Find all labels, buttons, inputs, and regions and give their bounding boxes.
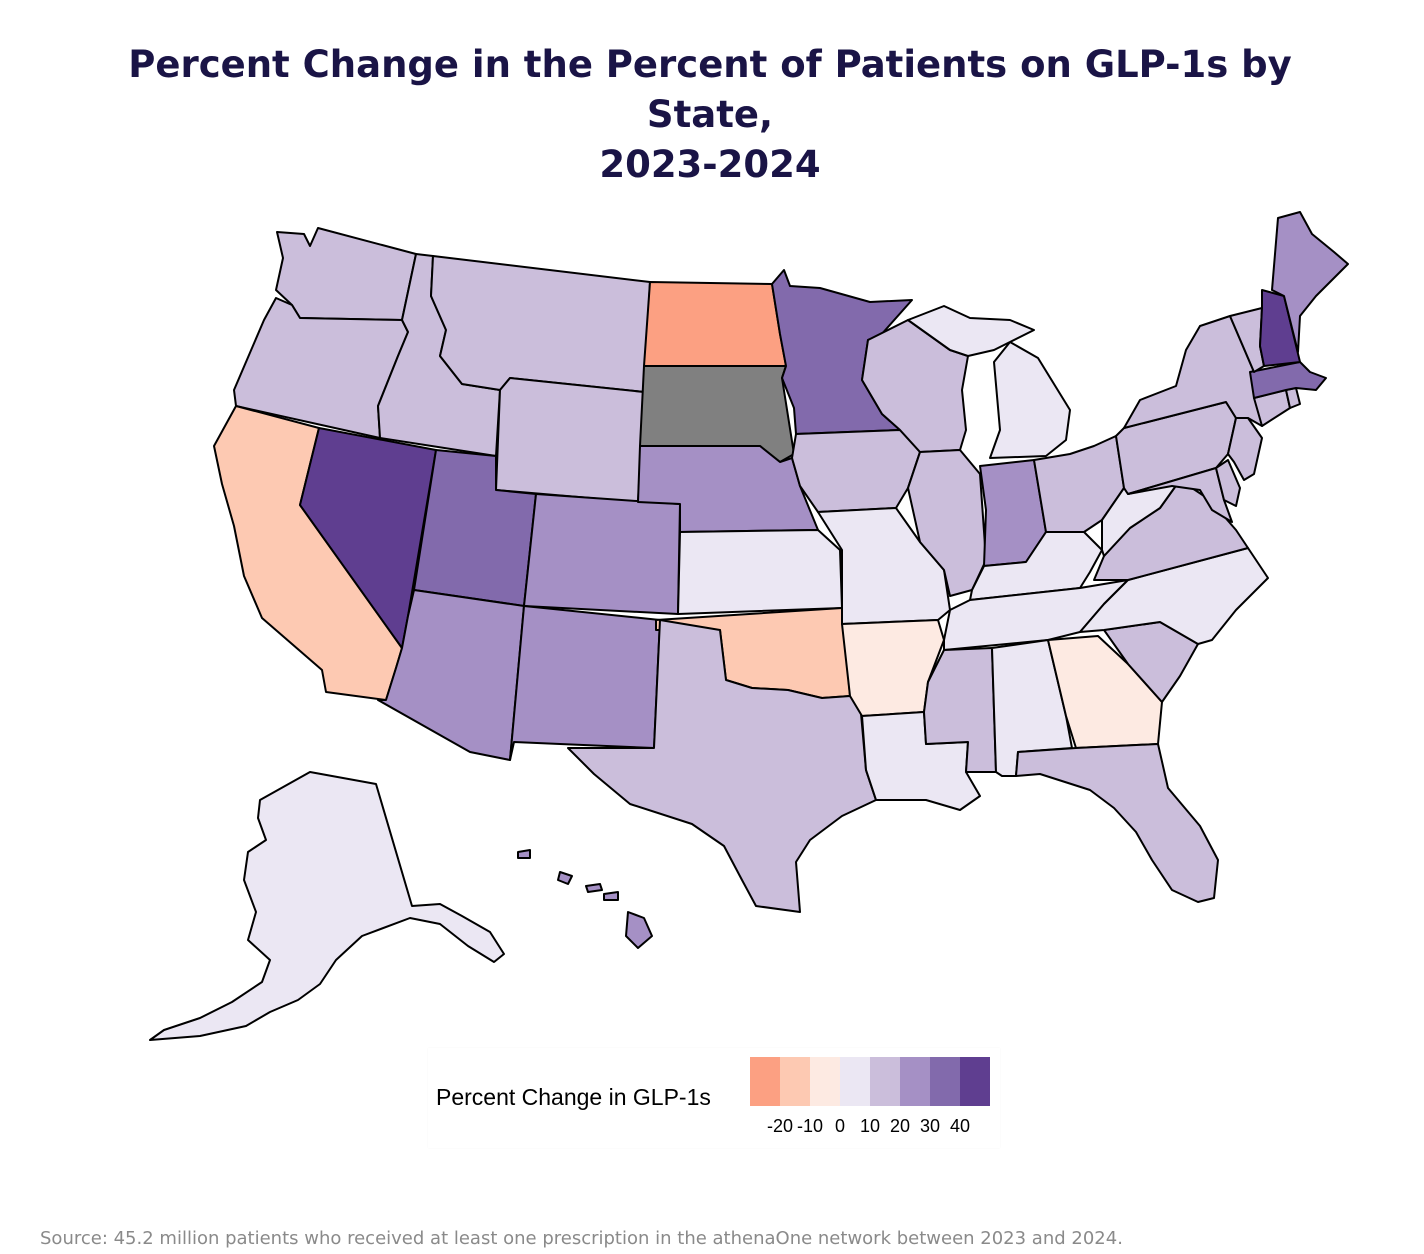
source-note: Source: 45.2 million patients who receiv…: [40, 1228, 1123, 1249]
state-north-dakota: [643, 281, 787, 367]
legend-tick-label: 40: [949, 1116, 971, 1136]
legend-tick-label: -10: [796, 1116, 824, 1136]
state-hawaii: [557, 871, 573, 885]
state-delaware: [1215, 459, 1241, 507]
state-new-jersey: [1227, 417, 1263, 481]
state-florida: [1015, 743, 1219, 903]
legend-title: Percent Change in GLP-1s: [436, 1084, 711, 1110]
legend-swatch: [840, 1057, 870, 1106]
legend-tick-label: 30: [919, 1116, 941, 1136]
legend-tick-label: 20: [889, 1116, 911, 1136]
legend-swatch: [870, 1057, 900, 1106]
state-iowa: [791, 429, 921, 513]
state-illinois: [907, 449, 987, 597]
legend-swatch: [750, 1057, 780, 1106]
legend-swatches: [750, 1057, 990, 1106]
chart-title-line-1: Percent Change in the Percent of Patient…: [128, 43, 1292, 136]
legend-swatch: [810, 1057, 840, 1106]
state-hawaii: [585, 883, 603, 893]
legend-swatch: [780, 1057, 810, 1106]
legend-swatch: [960, 1057, 990, 1106]
state-kentucky: [969, 531, 1103, 601]
state-nebraska: [637, 445, 819, 533]
legend-swatch: [900, 1057, 930, 1106]
chart-title: Percent Change in the Percent of Patient…: [60, 40, 1360, 190]
state-alaska: [149, 771, 505, 1041]
state-texas: [567, 619, 877, 913]
legend-tick-label: 10: [859, 1116, 881, 1136]
legend-tick-label: 0: [834, 1116, 846, 1136]
state-hawaii: [517, 849, 531, 859]
state-colorado: [523, 493, 681, 615]
state-massachusetts: [1249, 361, 1327, 399]
state-hawaii: [625, 911, 653, 949]
legend-swatch: [930, 1057, 960, 1106]
legend-ticks: -20 -10 0 10 20 30 40: [750, 1116, 1000, 1140]
legend-tick-label: -20: [766, 1116, 794, 1136]
state-kansas: [677, 529, 843, 615]
state-new-mexico: [509, 605, 661, 761]
legend: Percent Change in GLP-1s -20 -10 0 10 20 30 40: [428, 1048, 1000, 1148]
state-washington: [275, 227, 417, 321]
state-michigan: [907, 305, 1035, 357]
state-maine: [1271, 211, 1349, 353]
state-michigan: [989, 341, 1071, 459]
state-wyoming: [495, 377, 645, 503]
chart-title-line-2: 2023-2024: [599, 143, 821, 186]
state-hawaii: [603, 891, 619, 901]
state-montana: [430, 255, 651, 393]
state-georgia: [1047, 635, 1163, 749]
